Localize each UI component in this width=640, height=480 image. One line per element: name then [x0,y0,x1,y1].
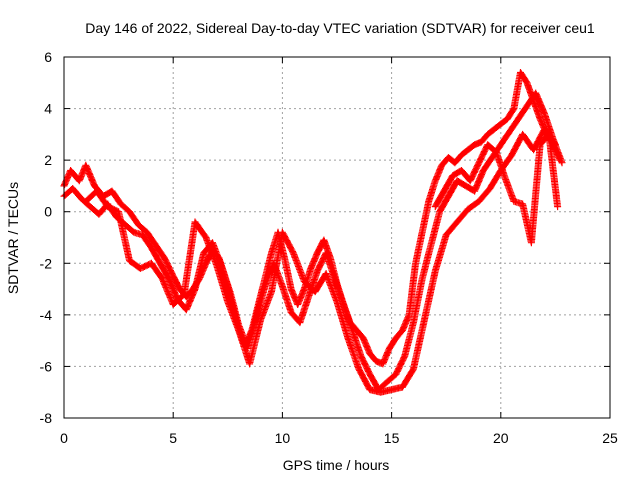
x-tick-label: 5 [169,430,177,446]
y-tick-label: -8 [40,410,53,426]
x-tick-label: 10 [275,430,291,446]
y-axis-label: SDTVAR / TECUs [5,182,21,294]
y-tick-label: -4 [40,307,53,323]
plot-frame [63,56,611,419]
x-tick-label: 0 [60,430,68,446]
y-tick-label: 2 [44,152,52,168]
series-track-d [431,130,562,247]
plot-area [60,69,566,396]
series-track-c [82,125,559,396]
axis-ticks: 0 5 10 15 20 25 -8 -6 -4 -2 0 2 4 6 [40,49,618,446]
series-markers [431,130,562,247]
y-tick-label: 6 [44,49,52,65]
x-axis-label: GPS time / hours [283,457,390,473]
y-tick-label: 0 [44,204,52,220]
x-tick-label: 15 [384,430,400,446]
y-tick-label: -2 [40,255,53,271]
y-tick-label: -6 [40,358,53,374]
chart-title: Day 146 of 2022, Sidereal Day-to-day VTE… [85,20,595,36]
x-tick-label: 25 [602,430,618,446]
grid [64,57,610,418]
y-tick-label: 4 [44,101,52,117]
x-tick-label: 20 [493,430,509,446]
series-markers [82,125,559,396]
